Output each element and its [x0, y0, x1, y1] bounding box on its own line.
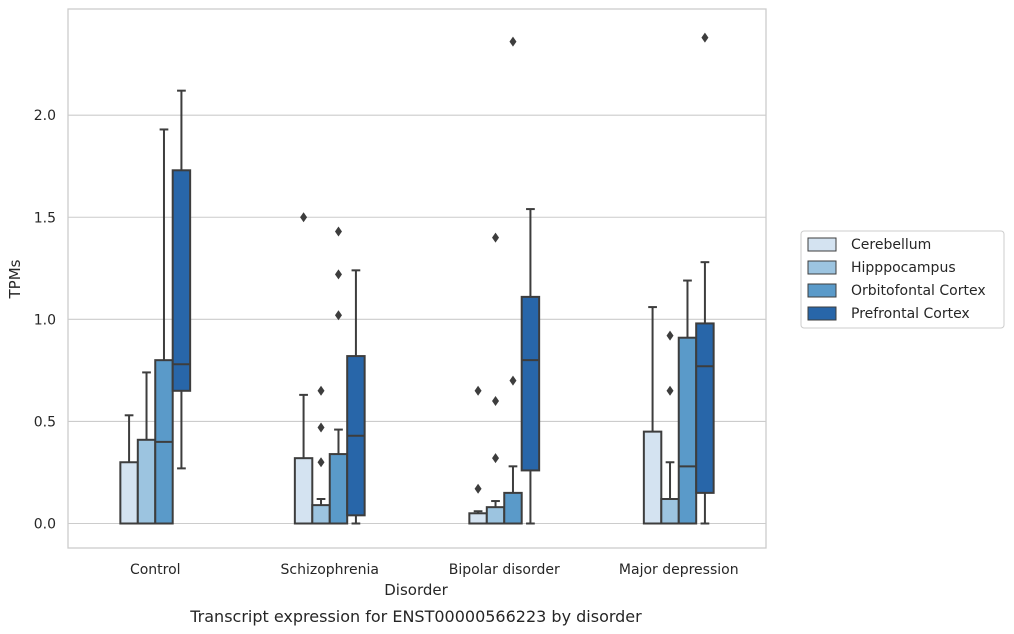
box [503, 36, 523, 525]
x-tick-label: Major depression [619, 562, 739, 578]
legend-items: Cerebellum Hipppocampus Orbitofontal Corte… [807, 237, 986, 322]
legend-swatch [807, 306, 837, 321]
box-body [119, 461, 139, 525]
box [154, 128, 174, 525]
box-body [311, 504, 331, 525]
box [485, 232, 506, 525]
plot-frame [67, 8, 767, 549]
y-tick-label: 1.0 [34, 312, 56, 328]
outlier-point [492, 232, 500, 243]
legend-label: Orbitofontal Cortex [851, 283, 986, 299]
outlier-point [509, 36, 517, 47]
box-body [171, 169, 192, 392]
legend-label: Prefrontal Cortex [851, 306, 970, 322]
box-body [695, 322, 715, 494]
outlier-point [334, 310, 342, 321]
chart-caption: Transcript expression for ENST0000056622… [189, 607, 642, 626]
box-body [468, 512, 488, 525]
box-body [642, 430, 663, 525]
outlier-point [300, 212, 308, 223]
outlier-point [474, 483, 482, 494]
box [642, 306, 663, 525]
legend-swatch [807, 260, 837, 275]
box [293, 212, 314, 525]
outlier-point [666, 385, 674, 396]
box-body [660, 498, 680, 525]
outlier-point [317, 385, 325, 396]
box-body [503, 491, 523, 525]
box-body [485, 506, 506, 525]
legend-swatch [807, 283, 837, 298]
outlier-point [492, 453, 500, 464]
legend-swatch [807, 237, 837, 252]
box-body [520, 295, 541, 472]
outlier-point [474, 385, 482, 396]
legend-label: Hipppocampus [851, 260, 956, 276]
y-tick-label: 0.5 [34, 414, 56, 430]
y-axis-title: TPMs [6, 259, 24, 299]
axis-layer: 0.0 0.5 1.0 1.5 2.0 Control Schizophrenia Bipol… [34, 108, 739, 578]
box [520, 208, 541, 525]
outlier-point [317, 457, 325, 468]
outlier-point [317, 422, 325, 433]
box [171, 89, 192, 470]
outlier-point [701, 32, 709, 43]
legend: Cerebellum Hipppocampus Orbitofontal Corte… [800, 230, 1005, 329]
outlier-point [509, 375, 517, 386]
legend-frame [800, 230, 1005, 329]
box [346, 269, 366, 525]
y-tick-label: 0.0 [34, 517, 56, 533]
outlier-point [334, 269, 342, 280]
box-body [328, 453, 349, 525]
outlier-point [334, 226, 342, 237]
box-body [677, 336, 698, 525]
x-axis-title: Disorder [384, 581, 448, 599]
box-body [136, 438, 157, 525]
box [311, 385, 331, 525]
box [328, 226, 349, 525]
box-body [293, 457, 314, 525]
x-tick-label: Schizophrenia [281, 562, 379, 578]
legend-label: Cerebellum [851, 237, 931, 253]
x-tick-label: Bipolar disorder [449, 562, 560, 578]
y-tick-label: 2.0 [34, 108, 56, 124]
box [660, 330, 680, 525]
box-layer [119, 32, 715, 525]
outlier-point [492, 396, 500, 406]
outlier-point [666, 330, 674, 341]
box [695, 32, 715, 525]
y-tick-label: 1.5 [34, 210, 56, 226]
x-tick-label: Control [130, 562, 181, 578]
